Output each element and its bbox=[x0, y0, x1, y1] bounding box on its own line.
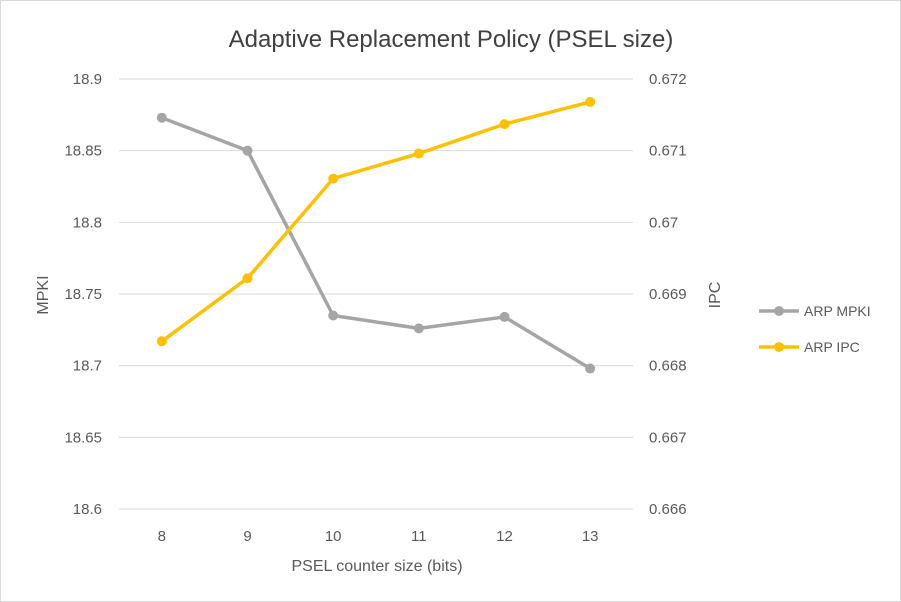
data-point bbox=[413, 323, 424, 334]
y2-tick-label: 0.666 bbox=[649, 501, 687, 518]
x-tick-label: 13 bbox=[582, 528, 599, 545]
series-line bbox=[160, 100, 591, 343]
series-arp-mpki bbox=[156, 112, 596, 374]
y-tick-label: 18.9 bbox=[73, 71, 102, 88]
data-point bbox=[242, 273, 253, 284]
data-point bbox=[156, 336, 167, 347]
y-axis-title: MPKI bbox=[35, 275, 52, 314]
y-tick-label: 18.6 bbox=[73, 501, 102, 518]
series-line bbox=[161, 116, 592, 371]
data-point bbox=[499, 119, 510, 130]
y2-tick-label: 0.671 bbox=[649, 143, 687, 160]
legend-swatch-marker bbox=[774, 306, 784, 316]
legend-item: ARP MPKI bbox=[759, 303, 871, 319]
y-tick-label: 18.85 bbox=[64, 143, 102, 160]
data-point bbox=[499, 311, 510, 322]
y2-tick-label: 0.667 bbox=[649, 429, 687, 446]
right-axis: 0.666 0.667 0.668 0.669 0.67 0.671 0.672 bbox=[649, 71, 687, 518]
y2-tick-label: 0.668 bbox=[649, 358, 687, 375]
y2-tick-label: 0.672 bbox=[649, 71, 687, 88]
data-point bbox=[585, 363, 596, 374]
y2-tick-label: 0.669 bbox=[649, 286, 687, 303]
data-point bbox=[328, 173, 339, 184]
y-tick-label: 18.75 bbox=[64, 286, 102, 303]
x-tick-label: 9 bbox=[243, 528, 251, 545]
y-tick-label: 18.8 bbox=[73, 214, 102, 231]
legend-item: ARP IPC bbox=[759, 339, 860, 355]
data-point bbox=[242, 145, 253, 156]
legend-label: ARP MPKI bbox=[804, 303, 871, 319]
x-tick-label: 8 bbox=[158, 528, 166, 545]
x-axis-title: PSEL counter size (bits) bbox=[291, 558, 462, 575]
data-point bbox=[328, 310, 339, 321]
series-layer bbox=[156, 96, 596, 374]
y2-axis-title: IPC bbox=[707, 282, 724, 309]
data-point bbox=[156, 112, 167, 123]
legend-swatch-marker bbox=[774, 342, 784, 352]
y2-tick-label: 0.67 bbox=[649, 214, 678, 231]
y-tick-label: 18.65 bbox=[64, 429, 102, 446]
x-tick-label: 12 bbox=[496, 528, 513, 545]
chart-title: Adaptive Replacement Policy (PSEL size) bbox=[229, 26, 674, 53]
data-point bbox=[585, 96, 596, 107]
gridlines bbox=[119, 78, 633, 438]
data-point bbox=[413, 148, 424, 159]
legend: ARP MPKI ARP IPC bbox=[759, 303, 871, 355]
x-tick-label: 11 bbox=[411, 528, 427, 545]
left-axis: 18.6 18.65 18.7 18.75 18.8 18.85 18.9 bbox=[64, 71, 102, 518]
series-arp-ipc bbox=[156, 96, 596, 347]
x-axis: 8 9 10 11 12 13 bbox=[158, 528, 599, 545]
y-tick-label: 18.7 bbox=[73, 358, 102, 375]
legend-label: ARP IPC bbox=[804, 339, 860, 355]
x-tick-label: 10 bbox=[325, 528, 342, 545]
